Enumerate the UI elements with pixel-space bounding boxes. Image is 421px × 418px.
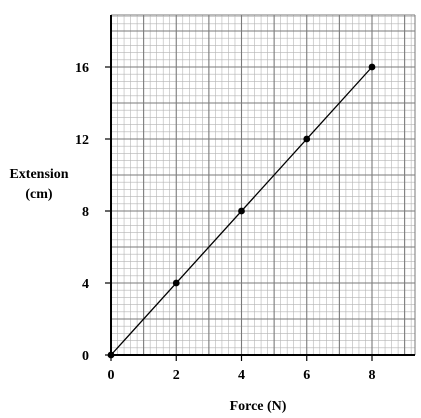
x-tick-label: 8: [369, 368, 376, 383]
y-tick-label: 0: [82, 349, 89, 364]
grid-minor: [111, 15, 415, 355]
x-tick-label: 4: [238, 368, 245, 383]
y-tick-label: 16: [75, 61, 89, 76]
x-axis-title: Force (N): [230, 399, 287, 414]
data-point: [303, 135, 311, 143]
y-tick-label: 12: [75, 133, 89, 148]
data-point: [172, 279, 180, 287]
y-tick-labels: 0 4 8 12 16: [75, 61, 89, 364]
y-axis-title-line-2: (cm): [25, 187, 53, 202]
x-tick-labels: 0 2 4 6 8: [108, 368, 376, 383]
y-tick-label: 8: [82, 205, 89, 220]
points-layer: [107, 63, 376, 359]
x-tick-label: 6: [303, 368, 310, 383]
x-tick-label: 2: [173, 368, 180, 383]
grid-major: [111, 14, 416, 355]
x-tick-label: 0: [108, 368, 115, 383]
data-point: [107, 351, 115, 359]
data-point: [368, 63, 376, 71]
y-axis-title-line-1: Extension: [9, 167, 68, 182]
data-point: [238, 207, 245, 215]
y-tick-label: 4: [82, 277, 89, 292]
